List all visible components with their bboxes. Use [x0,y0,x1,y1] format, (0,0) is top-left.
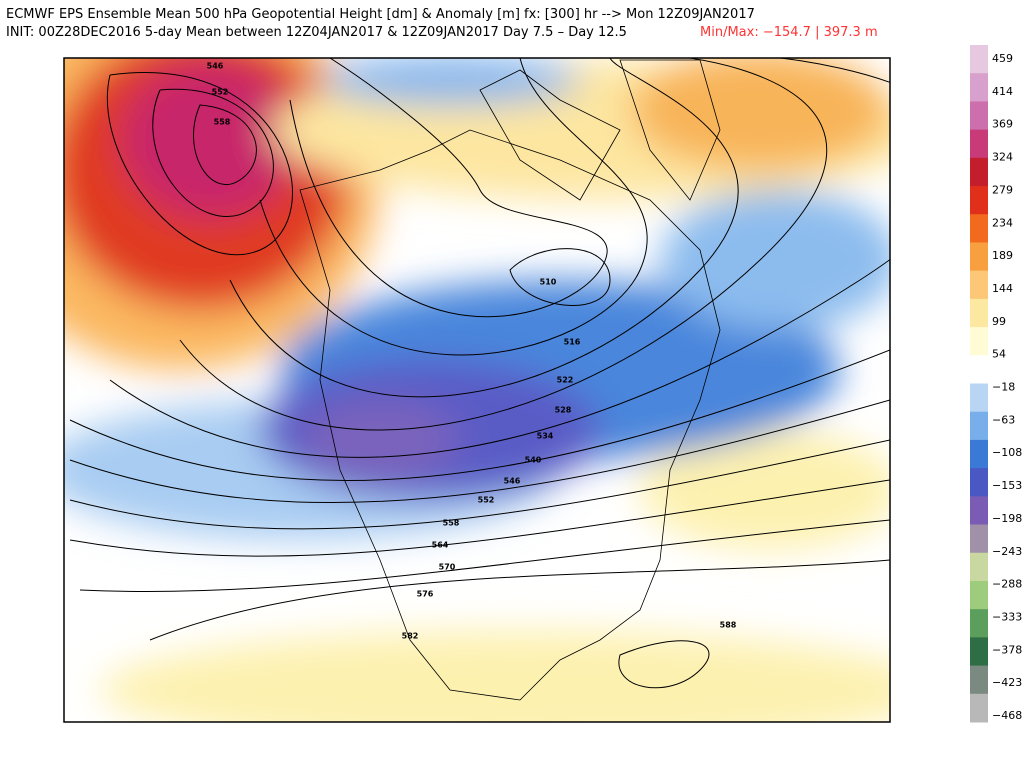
colorbar-label: −153 [992,479,1022,492]
contour-label: 540 [525,456,542,465]
positive-anomaly [630,58,890,170]
colorbar-swatch [970,298,988,328]
colorbar-label: 324 [992,151,1013,164]
colorbar-swatch [970,186,988,215]
contour-line [149,559,890,641]
contour-line [69,399,890,504]
colorbar-label: −108 [992,446,1022,459]
contour-label: 552 [212,88,229,97]
negative-anomaly [660,190,890,330]
contour-label: 558 [214,118,231,127]
colorbar-label: 234 [992,216,1013,229]
positive-anomaly [640,430,890,550]
colorbar-swatch [970,157,988,187]
min-max: Min/Max: −154.7 | 397.3 m [700,25,878,40]
contour-label: 534 [537,432,554,441]
contour-label: 510 [540,278,557,287]
continent-outline [299,129,721,701]
colorbar-label: 414 [992,85,1013,98]
colorbar-swatch [970,580,988,610]
colorbar-label: −243 [992,545,1022,558]
colorbar-swatch [970,383,988,413]
contour-label: 564 [432,541,449,550]
anomaly-field [64,58,890,722]
colorbar-label: −288 [992,578,1022,591]
contour-labels: 546 552 558 510 516 522 528 534 540 546 552 558 564 5… [207,62,737,641]
island-outline [479,69,621,201]
colorbar-label: 99 [992,315,1006,328]
colorbar-swatch [970,609,988,638]
colorbar-label: 54 [992,348,1006,361]
colorbar-swatch [970,327,988,356]
colorbar-label: −18 [992,381,1015,394]
contour-label: 552 [478,496,495,505]
colorbar-swatch [970,45,988,74]
contour-line [229,58,739,398]
contour-label: 522 [557,376,574,385]
map-frame [63,57,891,723]
colorbar-label: −468 [992,709,1022,722]
title-line-1: ECMWF EPS Ensemble Mean 500 hPa Geopoten… [6,7,755,22]
colorbar-label: 279 [992,183,1013,196]
colorbar-swatch [970,665,988,695]
colorbar-swatch [970,355,988,384]
colorbar-label: −63 [992,413,1015,426]
positive-anomaly [100,630,890,722]
colorbar-swatch [970,101,988,131]
colorbar-swatch [970,524,988,554]
contour-line [179,58,828,431]
negative-anomaly [300,400,460,480]
contour-label: 570 [439,563,456,572]
colorbar: 459 414 369 324 279 234 189 144 99 54 −18 −63 −108 −1… [970,45,1022,723]
contour-label: 546 [504,477,521,486]
negative-anomaly [320,58,580,105]
contour-line [69,349,890,481]
contour-label: 558 [443,519,460,528]
colorbar-swatch [970,496,988,526]
colorbar-swatch [970,637,988,667]
contour-line [107,72,293,256]
contour-label: 546 [207,62,224,71]
contour-label: 516 [564,338,581,347]
colorbar-swatch [970,270,988,300]
contour-line [69,439,890,530]
contour-line [618,640,710,689]
colorbar-swatch [970,411,988,441]
contour-line [79,519,890,593]
colorbar-swatch [970,73,988,102]
colorbar-swatch [970,214,988,243]
colorbar-label: −198 [992,512,1022,525]
colorbar-swatch [970,129,988,159]
colorbar-label: 144 [992,282,1013,295]
colorbar-label: −333 [992,610,1022,623]
positive-anomaly [120,60,300,220]
colorbar-swatch [970,552,988,582]
coastlines [299,59,721,701]
contour-line [109,58,890,458]
colorbar-swatch [970,439,988,469]
colorbar-swatch [970,693,988,723]
title-line-2: INIT: 00Z28DEC2016 5-day Mean between 12… [6,25,627,40]
contour-line [69,479,890,557]
contour-line [509,248,611,306]
colorbar-label: 459 [992,52,1013,65]
colorbar-label: −423 [992,676,1022,689]
colorbar-swatch [970,242,988,272]
contour-label: 588 [720,621,737,630]
contour-label: 576 [417,590,434,599]
colorbar-swatch [970,468,988,497]
contour-line [259,58,648,356]
contour-label: 582 [402,632,419,641]
colorbar-label: 369 [992,118,1013,131]
contour-line [289,58,608,318]
contour-line [193,104,257,186]
greenland-outline [619,59,721,201]
colorbar-label: 189 [992,249,1013,262]
height-contours [69,58,890,689]
contour-line [152,88,274,217]
colorbar-label: −378 [992,643,1022,656]
map: 546 552 558 510 516 522 528 534 540 546 552 558 564 5… [64,58,890,722]
contour-label: 528 [555,406,572,415]
